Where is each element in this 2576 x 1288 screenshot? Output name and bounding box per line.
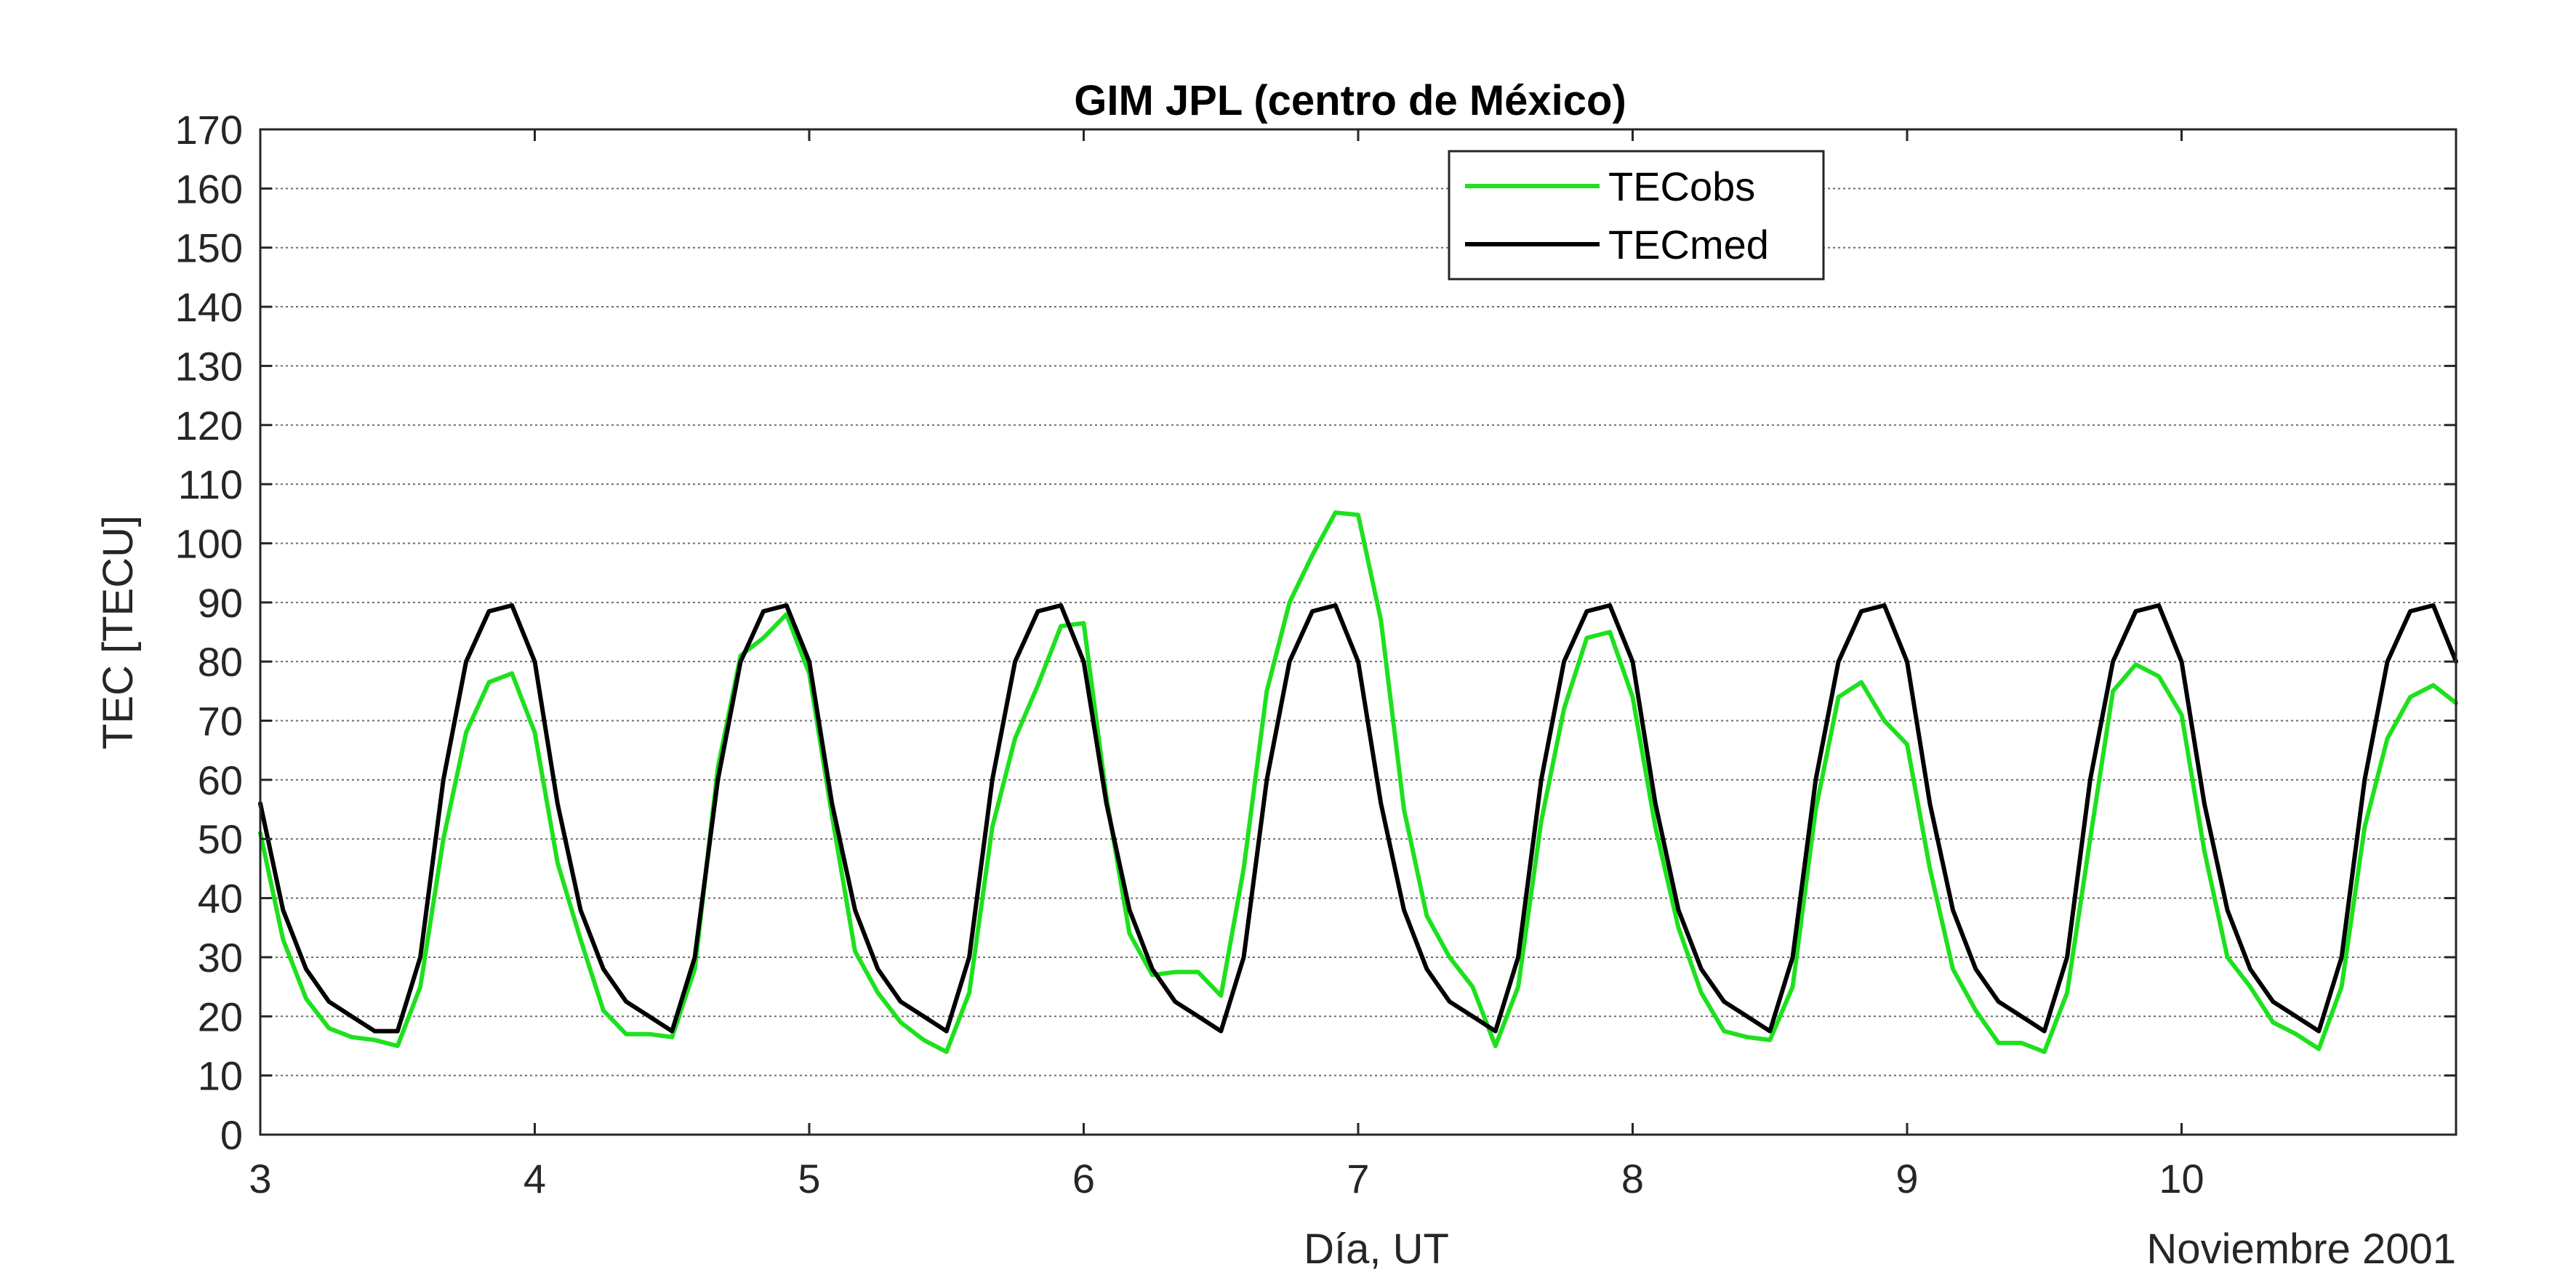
x-tick-label: 9	[1895, 1156, 1918, 1202]
x-tick-label: 6	[1072, 1156, 1095, 1202]
y-tick-label: 60	[198, 757, 243, 803]
x-axis-label: Día, UT	[1304, 1225, 1449, 1273]
series-line-tecobs	[258, 510, 2458, 1055]
y-tick-label: 100	[175, 520, 243, 566]
y-tick-label: 40	[198, 876, 243, 922]
x-tick-label: 4	[523, 1156, 546, 1202]
y-tick-label: 150	[175, 225, 243, 271]
y-tick-label: 0	[220, 1112, 243, 1158]
y-tick-label: 130	[175, 343, 243, 389]
legend-label-tecobs: TECobs	[1608, 164, 1755, 209]
x-tick-label: 8	[1621, 1156, 1644, 1202]
y-tick-label: 20	[198, 994, 243, 1039]
legend-label-tecmed: TECmed	[1608, 222, 1769, 267]
x-axis-ticks: 3 4 5 6 7 8 9 10	[249, 129, 2204, 1202]
series-line-tecmed	[258, 603, 2458, 1034]
legend: TECobs TECmed	[1448, 150, 1825, 281]
y-tick-label: 170	[175, 107, 243, 153]
legend-box	[1448, 150, 1825, 281]
x-axis-date-label: Noviembre 2001	[2146, 1225, 2456, 1273]
y-axis-ticks: 0 10 20 30 40 50 60 70 80 90 100 110 120 130 140 150 160…	[175, 107, 2456, 1158]
y-tick-label: 10	[198, 1053, 243, 1099]
y-tick-label: 50	[198, 816, 243, 862]
x-tick-label: 3	[249, 1156, 271, 1202]
x-tick-label: 5	[798, 1156, 820, 1202]
y-tick-label: 30	[198, 935, 243, 981]
y-axis-label: TEC [TECU]	[95, 515, 142, 749]
x-tick-label: 7	[1347, 1156, 1369, 1202]
y-tick-label: 120	[175, 403, 243, 448]
y-tick-label: 110	[178, 462, 243, 507]
y-tick-label: 70	[198, 699, 243, 744]
y-tick-label: 140	[175, 284, 243, 330]
y-tick-label: 80	[198, 639, 243, 685]
series-lines	[258, 510, 2458, 1055]
chart-title: GIM JPL (centro de México)	[1074, 77, 1626, 124]
y-tick-label: 90	[198, 580, 243, 626]
y-tick-label: 160	[175, 166, 243, 212]
plot-area	[260, 129, 2456, 1135]
x-tick-label: 10	[2159, 1156, 2204, 1202]
